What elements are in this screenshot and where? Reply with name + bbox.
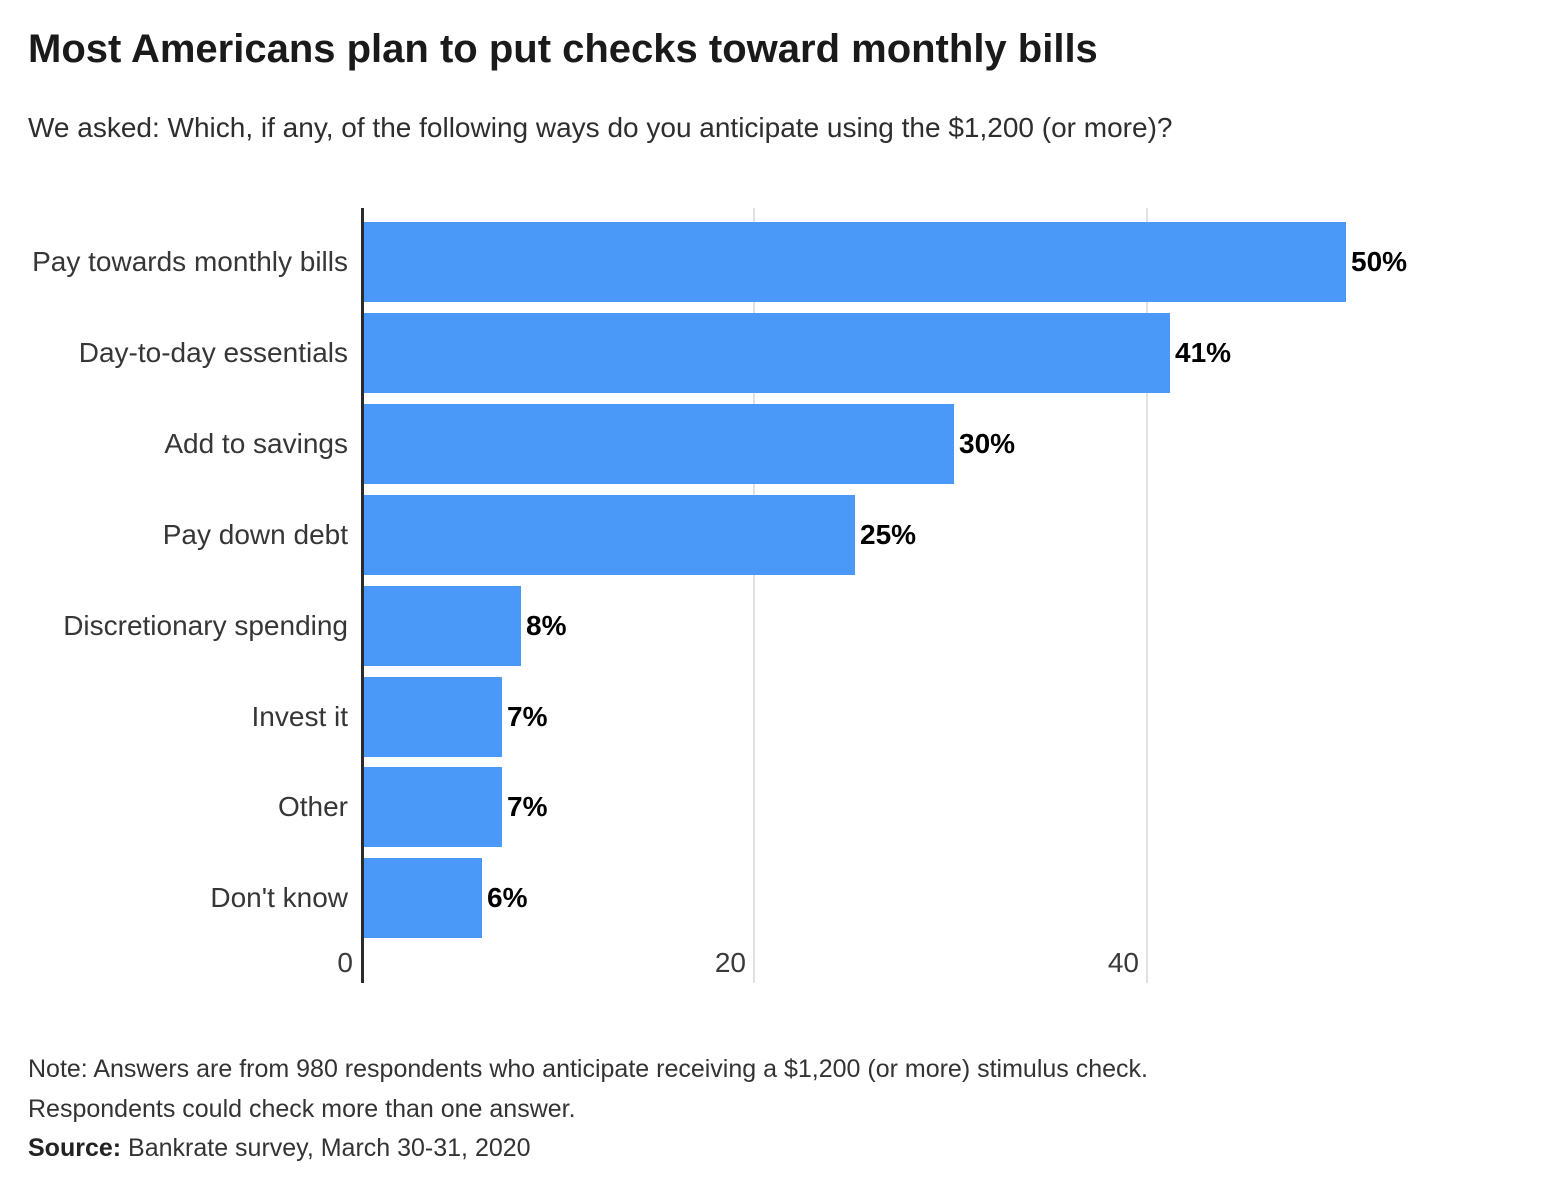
value-label: 25% [860,519,917,550]
chart-subtitle: We asked: Which, if any, of the followin… [28,112,1173,143]
source-label: Source: [28,1134,122,1162]
value-label: 30% [959,428,1016,459]
bar [364,677,502,757]
category-label: Day-to-day essentials [78,337,348,368]
bar [364,858,482,938]
category-label: Don't know [210,882,348,913]
category-label: Pay towards monthly bills [32,246,348,277]
value-label: 50% [1351,246,1408,277]
source-value: Bankrate survey, March 30-31, 2020 [121,1134,531,1162]
category-label: Pay down debt [162,519,348,550]
value-label: 41% [1175,337,1232,368]
value-label: 7% [507,701,548,732]
category-label: Discretionary spending [63,610,348,641]
x-axis-tick-label: 0 [337,947,353,978]
bar [364,767,502,847]
category-label: Add to savings [164,428,348,459]
y-axis-line [361,208,364,983]
source-text: Source: Bankrate survey, March 30-31, 20… [28,1133,531,1163]
category-label: Invest it [251,701,348,732]
note-text-line2: Respondents could check more than one an… [28,1095,576,1123]
value-label: 7% [507,791,548,822]
gridline [1146,208,1148,983]
bar [364,404,954,484]
x-axis-tick-label: 20 [714,947,746,978]
bar [364,495,855,575]
x-axis-tick-label: 40 [1107,947,1139,978]
gridline [753,208,755,983]
note-text-line1: Note: Answers are from 980 respondents w… [28,1055,1148,1083]
category-label: Other [277,791,348,822]
bar [364,222,1346,302]
chart-title: Most Americans plan to put checks toward… [28,27,1098,71]
value-label: 6% [487,882,528,913]
value-label: 8% [526,610,567,641]
bar [364,313,1170,393]
bar [364,586,521,666]
